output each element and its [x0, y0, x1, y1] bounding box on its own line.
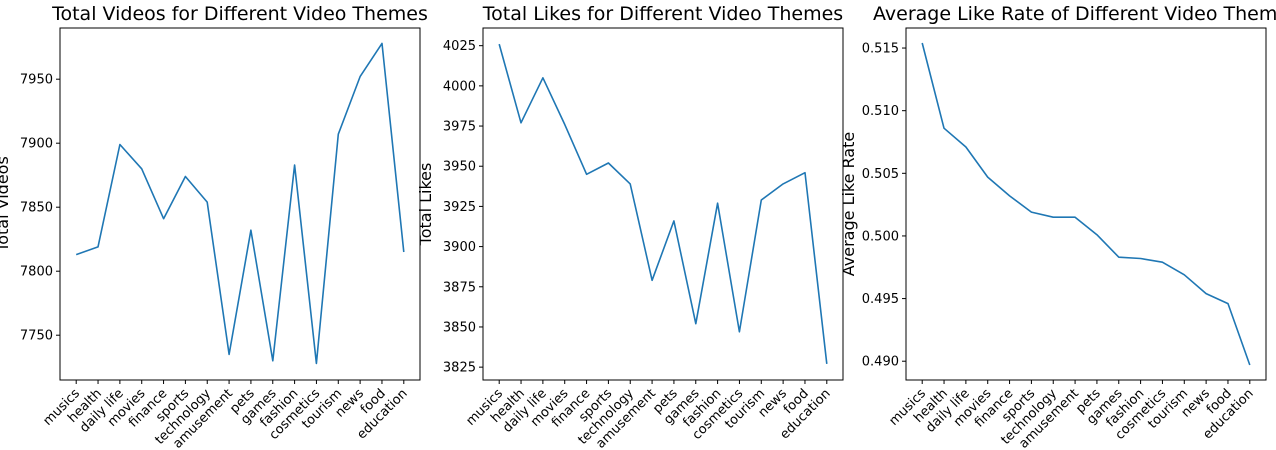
y-axis-label: Average Like Rate — [839, 132, 858, 276]
data-point — [987, 176, 989, 178]
data-point — [673, 220, 675, 222]
data-point — [1074, 216, 1076, 218]
axes-frame — [59, 27, 421, 381]
chart-title: Total Likes for Different Video Themes — [482, 3, 843, 25]
y-tick-label: 3950 — [443, 160, 476, 175]
data-point — [965, 146, 967, 148]
data-point — [1139, 257, 1141, 259]
data-point — [1205, 292, 1207, 294]
y-tick-label: 7900 — [20, 137, 53, 152]
y-tick-label: 3875 — [443, 280, 476, 295]
data-point — [1118, 256, 1120, 258]
data-point — [804, 171, 806, 173]
data-point — [760, 199, 762, 201]
data-point — [75, 253, 77, 255]
chart-1: Total Videos for Different Video Themes T… — [0, 3, 428, 450]
data-point — [359, 75, 361, 77]
chart-title: Total Videos for Different Video Themes — [51, 3, 428, 25]
y-tick-label: 7850 — [20, 201, 53, 216]
y-tick-label: 4000 — [443, 79, 476, 94]
data-point — [1227, 302, 1229, 304]
y-tick-label: 0.500 — [862, 229, 899, 244]
data-point — [1052, 216, 1054, 218]
data-point — [607, 162, 609, 164]
data-point — [272, 360, 274, 362]
data-point — [782, 183, 784, 185]
data-point — [629, 183, 631, 185]
axes-frame — [905, 27, 1267, 381]
data-point — [520, 122, 522, 124]
y-tick-label: 7750 — [20, 329, 53, 344]
data-point — [337, 133, 339, 135]
data-point — [141, 168, 143, 170]
y-tick-label: 3925 — [443, 200, 476, 215]
y-tick-label: 0.505 — [862, 167, 899, 182]
data-point — [1030, 211, 1032, 213]
data-point — [695, 323, 697, 325]
data-point — [315, 362, 317, 364]
data-point — [1096, 233, 1098, 235]
y-tick-label: 3975 — [443, 120, 476, 135]
data-point — [921, 42, 923, 44]
data-point — [97, 246, 99, 248]
data-point — [564, 123, 566, 125]
data-point — [498, 43, 500, 45]
y-tick-label: 4025 — [443, 39, 476, 54]
y-axis-label: Total Likes — [416, 163, 435, 247]
chart-3: Average Like Rate of Different Video The… — [839, 3, 1276, 450]
data-point — [119, 143, 121, 145]
y-tick-label: 3825 — [443, 361, 476, 376]
y-tick-label: 3850 — [443, 320, 476, 335]
data-point — [943, 127, 945, 129]
y-tick-label: 0.515 — [862, 42, 899, 57]
data-point — [250, 229, 252, 231]
data-point — [228, 353, 230, 355]
y-tick-label: 3900 — [443, 240, 476, 255]
data-point — [403, 251, 405, 253]
data-point — [651, 279, 653, 281]
data-point — [826, 363, 828, 365]
y-axis-label: Total Videos — [0, 156, 12, 253]
data-point — [1249, 364, 1251, 366]
series-line — [75, 42, 405, 365]
data-point — [206, 201, 208, 203]
chart-title: Average Like Rate of Different Video The… — [873, 3, 1276, 25]
data-point — [716, 202, 718, 204]
data-point — [184, 175, 186, 177]
y-tick-label: 0.510 — [862, 104, 899, 119]
y-tick-label: 0.495 — [862, 292, 899, 307]
data-point — [542, 77, 544, 79]
data-point — [1008, 195, 1010, 197]
series-line — [498, 43, 828, 364]
data-point — [293, 164, 295, 166]
axes-frame — [482, 27, 844, 381]
chart-2: Total Likes for Different Video Themes To… — [416, 3, 844, 450]
series-line — [921, 42, 1251, 366]
data-point — [585, 173, 587, 175]
y-tick-label: 7950 — [20, 73, 53, 88]
data-point — [381, 42, 383, 44]
data-point — [162, 218, 164, 220]
y-tick-label: 0.490 — [862, 355, 899, 370]
data-point — [738, 331, 740, 333]
data-point — [1161, 261, 1163, 263]
y-tick-label: 7800 — [20, 265, 53, 280]
data-point — [1183, 274, 1185, 276]
